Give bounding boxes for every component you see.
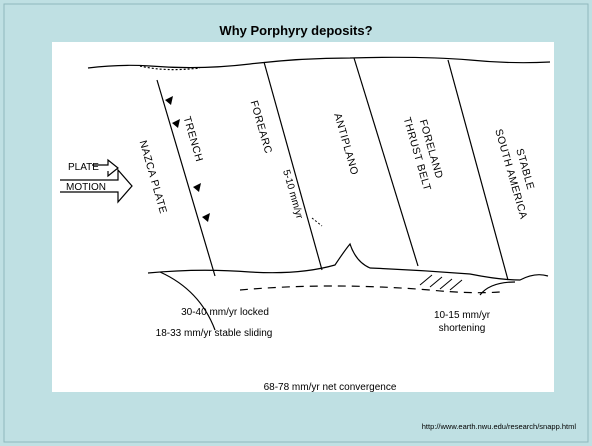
sliding-label: 18-33 mm/yr stable sliding — [156, 328, 273, 339]
slide: Why Porphyry deposits? PLATE MOTION NAZC… — [0, 0, 592, 446]
locked-label: 30-40 mm/yr locked — [181, 307, 269, 318]
shortening-label: shortening — [439, 323, 486, 334]
slide-title: Why Porphyry deposits? — [219, 23, 372, 38]
convergence-label: 68-78 mm/yr net convergence — [264, 382, 397, 393]
shortening-rate: 10-15 mm/yr — [434, 310, 491, 321]
source-url: http://www.earth.nwu.edu/research/snapp.… — [422, 422, 577, 431]
plate-label: PLATE — [68, 162, 99, 173]
motion-label: MOTION — [66, 182, 106, 193]
